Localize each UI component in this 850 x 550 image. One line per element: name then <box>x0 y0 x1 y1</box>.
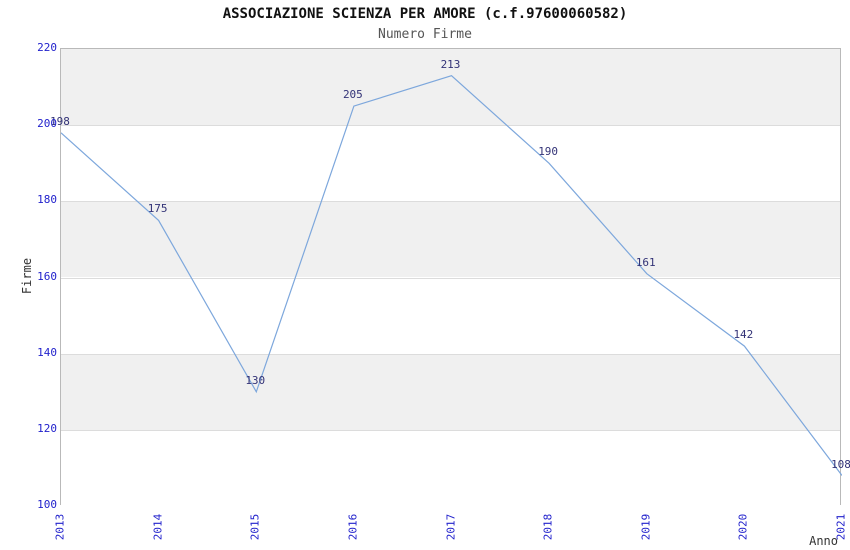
chart-subtitle: Numero Firme <box>378 27 472 42</box>
x-tick-label: 2017 <box>444 513 457 541</box>
plot-band <box>61 429 840 506</box>
y-tick-label: 120 <box>37 421 57 435</box>
data-line <box>61 75 842 476</box>
x-tick-label: 2016 <box>346 513 360 541</box>
x-tick-label: 2018 <box>541 513 555 541</box>
plot-band <box>61 201 840 278</box>
gridline <box>61 353 840 355</box>
data-point-label: 175 <box>147 202 168 216</box>
gridline <box>61 201 840 203</box>
x-axis-title: Anno <box>809 534 838 548</box>
data-point-label: 108 <box>831 457 850 471</box>
data-point-label: 130 <box>245 373 266 387</box>
plot-band <box>61 277 840 354</box>
data-point-label: 161 <box>635 255 656 269</box>
y-tick-label: 160 <box>37 269 57 283</box>
data-point-label: 213 <box>440 57 461 71</box>
gridline <box>61 125 840 127</box>
y-tick-label: 200 <box>37 117 57 131</box>
plot-band <box>61 353 840 430</box>
x-tick-label: 2019 <box>639 513 653 541</box>
chart-title: ASSOCIAZIONE SCIENZA PER AMORE (c.f.9760… <box>222 6 628 22</box>
x-tick-label: 2020 <box>736 513 750 541</box>
data-point-label: 198 <box>50 114 70 128</box>
data-line-svg <box>61 75 842 476</box>
x-tick-label: 2013 <box>53 513 67 541</box>
y-tick-label: 180 <box>37 193 57 207</box>
x-tick-label: 2014 <box>151 513 165 541</box>
y-tick-label: 220 <box>37 41 57 54</box>
plot-band <box>61 49 840 126</box>
y-axis-title: Firme <box>20 257 34 295</box>
plot-area <box>60 48 842 506</box>
data-point-label: 142 <box>733 328 754 342</box>
data-point-label: 205 <box>342 88 363 102</box>
y-tick-label: 140 <box>37 345 57 359</box>
data-point-label: 190 <box>538 145 559 159</box>
x-tick-label: 2015 <box>248 513 262 541</box>
y-tick-label: 100 <box>37 498 57 511</box>
plot-band <box>61 125 840 202</box>
gridline <box>61 429 840 431</box>
gridline <box>61 277 840 279</box>
